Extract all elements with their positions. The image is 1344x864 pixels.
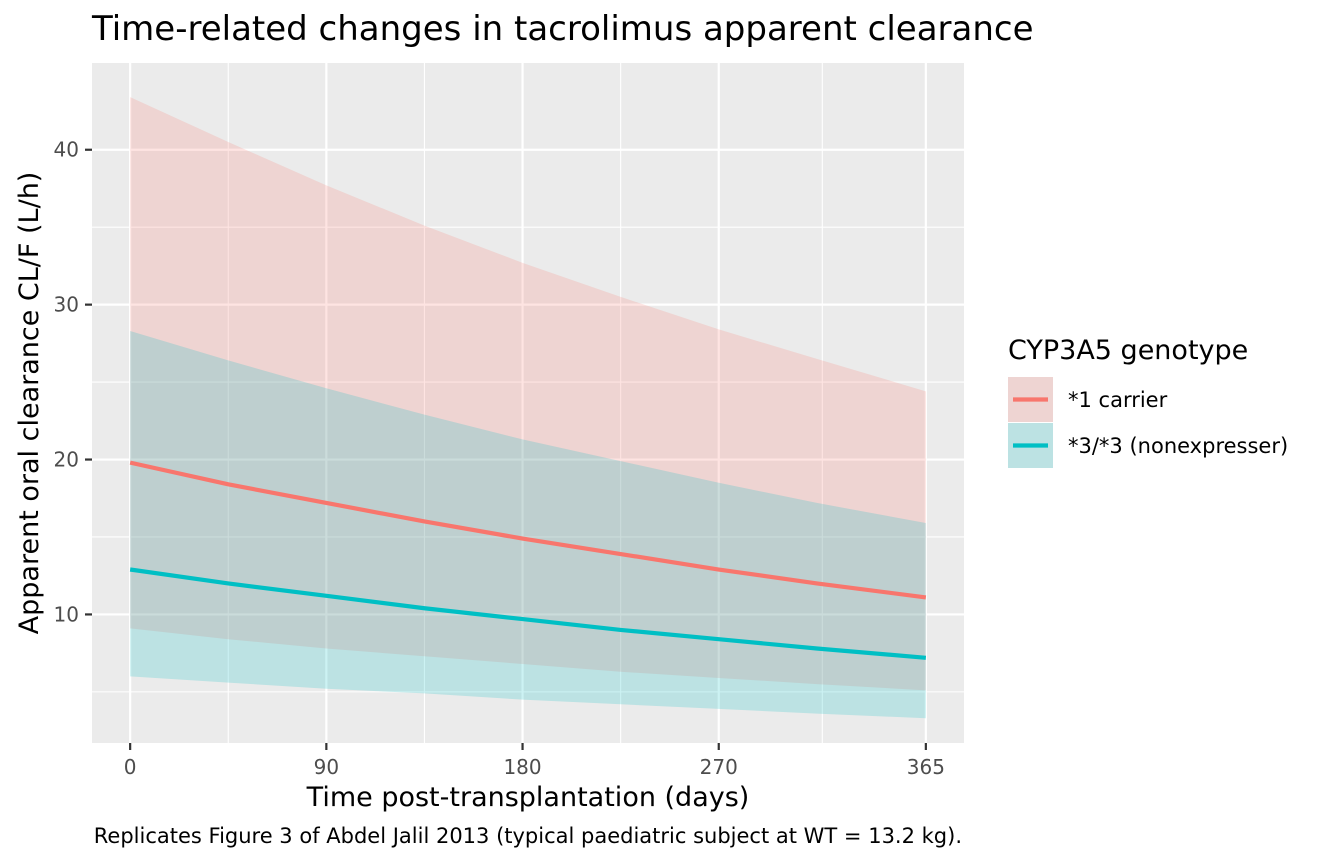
x-axis-ticks: 0 90 180 270 365 [124, 743, 945, 779]
y-tick-label: 30 [54, 293, 79, 317]
y-axis-title: Apparent oral clearance CL/F (L/h) [14, 172, 45, 635]
legend-title: CYP3A5 genotype [1008, 335, 1248, 366]
y-tick-label: 40 [54, 138, 79, 162]
ribbon-series-2 [130, 330, 926, 719]
x-tick-label: 365 [907, 755, 945, 779]
legend-label: *1 carrier [1068, 388, 1168, 412]
major-gridlines [92, 63, 964, 743]
x-tick-label: 0 [124, 755, 137, 779]
y-tick-label: 10 [54, 602, 79, 626]
legend: CYP3A5 genotype *1 carrier *3/*3 (nonexpr… [1008, 335, 1288, 468]
plot-panel [92, 63, 964, 743]
y-tick-label: 20 [54, 448, 79, 472]
line-series-1 [129, 460, 927, 600]
legend-label: *3/*3 (nonexpresser) [1068, 434, 1288, 458]
y-axis-ticks: 10 20 30 40 [54, 138, 92, 626]
chart-caption: Replicates Figure 3 of Abdel Jalil 2013 … [94, 824, 962, 848]
x-tick-label: 90 [314, 755, 339, 779]
ribbon-series-1 [130, 97, 926, 691]
chart-title: Time-related changes in tacrolimus appar… [91, 9, 1034, 49]
confidence-ribbons [130, 97, 926, 719]
x-axis-title: Time post-transplantation (days) [306, 782, 750, 813]
line-series-2 [129, 567, 927, 660]
x-tick-label: 270 [700, 755, 738, 779]
series-lines [129, 460, 927, 660]
x-tick-label: 180 [503, 755, 541, 779]
